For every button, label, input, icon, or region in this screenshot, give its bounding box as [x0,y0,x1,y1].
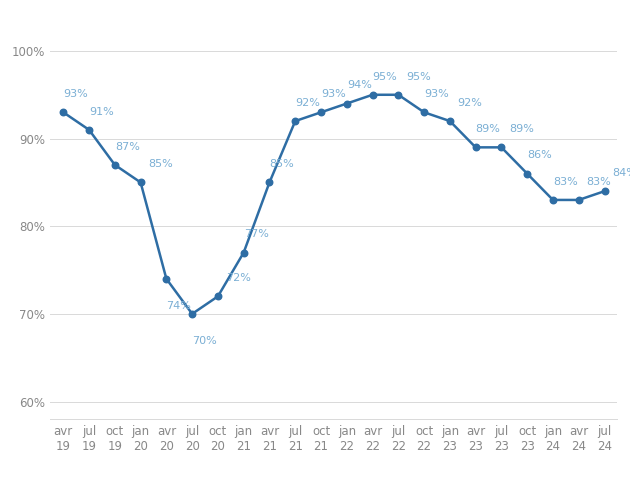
Point [239,248,249,256]
Text: 94%: 94% [346,80,372,90]
Point [161,275,171,283]
Point [574,196,584,204]
Point [187,310,197,318]
Point [341,100,352,107]
Text: 87%: 87% [115,141,140,152]
Point [58,108,68,116]
Point [316,108,326,116]
Text: 84%: 84% [612,168,630,178]
Point [548,196,558,204]
Text: 83%: 83% [587,177,611,187]
Text: 93%: 93% [63,89,88,99]
Text: 89%: 89% [476,124,500,134]
Text: 83%: 83% [553,177,578,187]
Text: 93%: 93% [321,89,346,99]
Point [135,178,146,186]
Text: 72%: 72% [226,273,251,283]
Point [367,91,377,99]
Point [600,187,610,195]
Point [496,143,507,151]
Point [213,292,223,300]
Point [290,117,301,125]
Text: 92%: 92% [295,98,320,108]
Point [393,91,403,99]
Point [445,117,455,125]
Point [265,178,275,186]
Text: 70%: 70% [192,336,217,346]
Point [471,143,481,151]
Text: 93%: 93% [424,89,449,99]
Text: 95%: 95% [372,71,398,82]
Point [84,126,94,134]
Text: 85%: 85% [270,159,294,169]
Text: 86%: 86% [527,150,552,161]
Text: 91%: 91% [89,106,114,117]
Text: 74%: 74% [166,301,192,311]
Text: 92%: 92% [457,98,483,108]
Point [419,108,429,116]
Text: 95%: 95% [406,71,431,82]
Text: 89%: 89% [509,124,534,134]
Point [110,161,120,169]
Text: 77%: 77% [244,229,268,240]
Text: 85%: 85% [148,159,173,169]
Point [522,170,532,177]
